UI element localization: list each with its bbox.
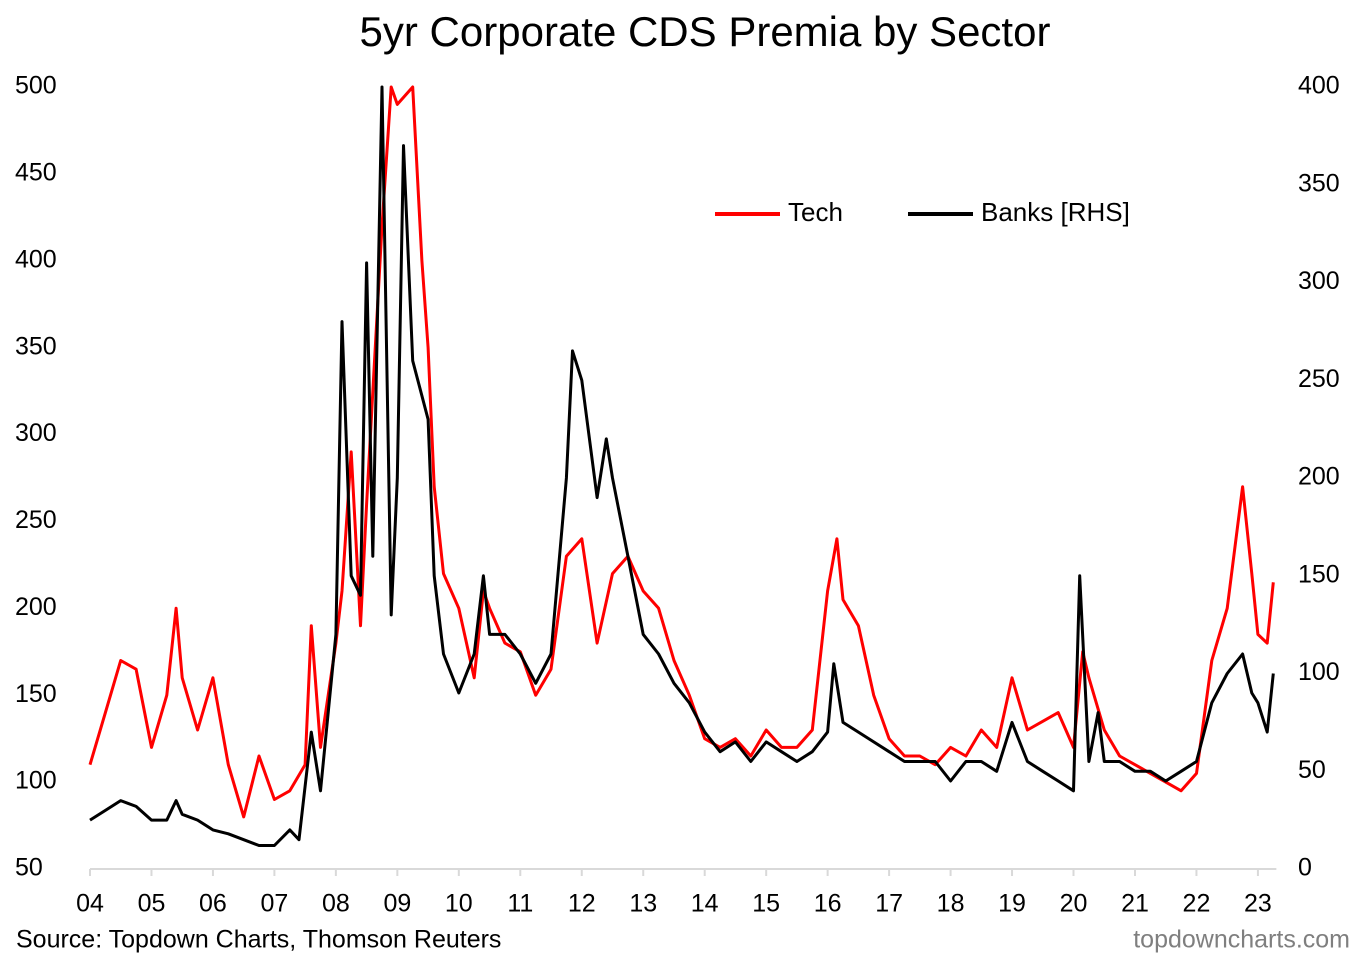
x-tick-label: 21 [1121,890,1149,918]
x-tick-label: 10 [445,890,473,918]
y2-tick-label: 50 [1298,756,1326,784]
y-tick-label: 350 [15,332,57,360]
legend-label: Tech [788,197,843,227]
x-tick-label: 19 [998,890,1026,918]
series-line [89,85,1275,847]
x-tick-label: 06 [199,890,227,918]
x-tick-label: 15 [752,890,780,918]
x-tick-label: 13 [629,890,657,918]
y-tick-label: 200 [15,593,57,621]
y2-tick-label: 150 [1298,560,1340,588]
x-tick-label: 07 [261,890,289,918]
y-tick-label: 150 [15,680,57,708]
x-tick-label: 14 [691,890,719,918]
legend-label: Banks [RHS] [981,197,1130,227]
source-note: Source: Topdown Charts, Thomson Reuters [16,926,501,954]
y2-tick-label: 350 [1298,169,1340,197]
x-tick-label: 20 [1060,890,1088,918]
y-tick-label: 400 [15,245,57,273]
x-tick-label: 23 [1244,890,1272,918]
y-tick-label: 250 [15,506,57,534]
x-tick-label: 22 [1183,890,1211,918]
y2-tick-label: 400 [1298,72,1340,100]
x-tick-label: 05 [138,890,166,918]
y2-tick-label: 200 [1298,463,1340,491]
y2-tick-label: 300 [1298,267,1340,295]
chart-title: 5yr Corporate CDS Premia by Sector [360,8,1051,55]
x-tick-label: 08 [322,890,350,918]
x-tick-label: 17 [875,890,903,918]
watermark: topdowncharts.com [1133,926,1350,954]
x-tick-label: 04 [76,890,104,918]
x-tick-label: 09 [383,890,411,918]
y-tick-label: 500 [15,72,57,100]
x-tick-label: 11 [507,890,533,918]
y2-tick-label: 0 [1298,854,1312,882]
y-tick-label: 50 [15,854,43,882]
y-tick-label: 450 [15,158,57,186]
x-tick-label: 18 [937,890,965,918]
y2-tick-label: 250 [1298,365,1340,393]
x-tick-label: 16 [814,890,842,918]
y2-tick-label: 100 [1298,658,1340,686]
y-tick-label: 100 [15,767,57,795]
y-tick-label: 300 [15,419,57,447]
x-tick-label: 12 [568,890,596,918]
